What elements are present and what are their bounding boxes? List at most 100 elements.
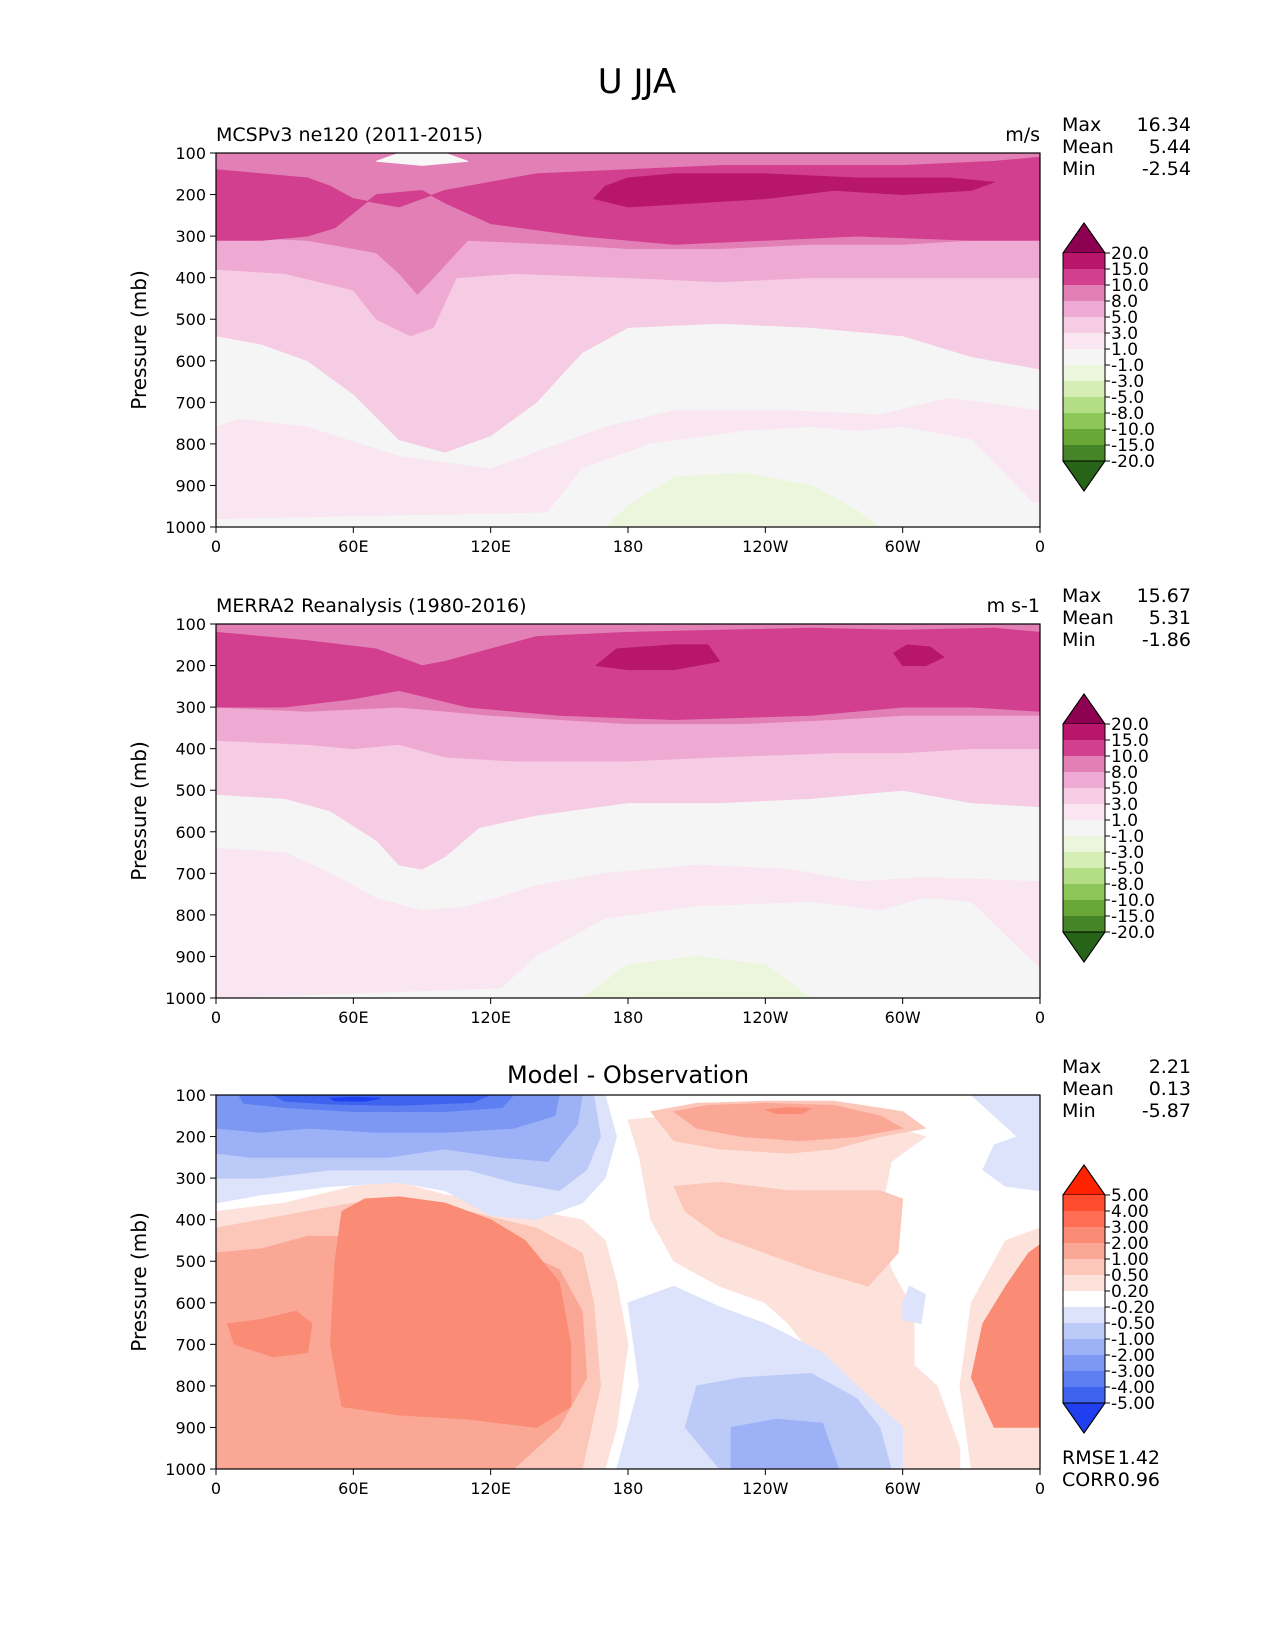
contour-region--0.20	[970, 1095, 1040, 1192]
colorbar-swatch	[1063, 253, 1105, 270]
colorbar-label: 10.0	[1111, 276, 1149, 296]
x-tick-label: 120W	[742, 1008, 789, 1027]
contour-region--3.0	[604, 472, 881, 527]
colorbar-extend-bottom	[1062, 1402, 1106, 1434]
y-tick-label: 200	[175, 657, 206, 676]
colorbar-swatch	[1063, 852, 1105, 869]
contour-region--5.00	[328, 1096, 381, 1102]
x-tick-label: 0	[1035, 1008, 1045, 1027]
y-tick-label: 100	[175, 1086, 206, 1105]
colorbar-label: 15.0	[1111, 731, 1149, 751]
colorbar-label: -3.0	[1111, 843, 1144, 863]
colorbar-label: 1.0	[1111, 340, 1138, 360]
colorbar-swatch	[1063, 1387, 1105, 1404]
y-tick-label: 600	[175, 1294, 206, 1313]
colorbar-label: -15.0	[1111, 907, 1155, 927]
y-tick-label: 800	[175, 906, 206, 925]
stat-value-min: -1.86	[1142, 629, 1191, 651]
colorbar-label: -20.0	[1111, 452, 1155, 472]
y-tick-label: 1000	[165, 989, 206, 1008]
colorbar-swatch	[1063, 1291, 1105, 1308]
stat-label-max: Max	[1062, 114, 1101, 136]
y-tick-label: 1000	[165, 1460, 206, 1479]
colorbar-label: 15.0	[1111, 260, 1149, 280]
colorbar-swatch	[1063, 1339, 1105, 1356]
colorbar-swatch	[1063, 301, 1105, 318]
x-tick-label: 60E	[338, 537, 368, 556]
colorbar-swatch	[1063, 1259, 1105, 1276]
colorbar-extend-top	[1062, 693, 1106, 725]
x-tick-label: 180	[613, 537, 644, 556]
colorbar-label: 8.0	[1111, 763, 1138, 783]
colorbar-swatch	[1063, 820, 1105, 837]
stat-label-min: Min	[1062, 629, 1096, 651]
stat-label-corr: CORR	[1062, 1469, 1117, 1491]
x-tick-label: 60E	[338, 1008, 368, 1027]
contour-region-2.00	[226, 1310, 313, 1358]
colorbar-label: 8.0	[1111, 292, 1138, 312]
colorbar-swatch	[1063, 397, 1105, 414]
y-tick-label: 500	[175, 1252, 206, 1271]
colorbar-swatch	[1063, 756, 1105, 773]
colorbar-label: -4.00	[1111, 1378, 1155, 1398]
x-tick-label: 180	[613, 1479, 644, 1498]
y-tick-label: 800	[175, 1377, 206, 1396]
contour-region-0.0	[376, 153, 468, 166]
colorbar-label: 2.00	[1111, 1234, 1149, 1254]
colorbar-label: -5.00	[1111, 1394, 1155, 1414]
colorbar-swatch	[1063, 269, 1105, 286]
colorbar-label: -1.00	[1111, 1330, 1155, 1350]
colorbar-swatch	[1063, 804, 1105, 821]
y-axis-label: Pressure (mb)	[127, 1212, 151, 1352]
y-tick-label: 700	[175, 864, 206, 883]
colorbar-swatch	[1063, 788, 1105, 805]
colorbar-label: -8.0	[1111, 404, 1144, 424]
colorbar-extend-bottom	[1062, 931, 1106, 963]
contour-region--3.0	[581, 955, 812, 998]
colorbar-swatch	[1063, 884, 1105, 901]
colorbar-label: 5.00	[1111, 1186, 1149, 1206]
stat-value-mean: 0.13	[1149, 1078, 1191, 1100]
colorbar-label: -1.0	[1111, 356, 1144, 376]
contour-region-10.0	[216, 627, 1040, 721]
contour-region-0.50	[673, 1181, 904, 1287]
y-tick-label: 400	[175, 1211, 206, 1230]
contour-region--0.20	[902, 1285, 927, 1325]
x-tick-label: 120E	[470, 1479, 511, 1498]
y-tick-label: 900	[175, 1418, 206, 1437]
y-tick-label: 400	[175, 740, 206, 759]
colorbar-swatch	[1063, 1195, 1105, 1212]
x-tick-label: 120W	[742, 1479, 789, 1498]
figure-title: U JJA	[598, 62, 676, 102]
y-tick-label: 300	[175, 698, 206, 717]
colorbar-swatch	[1063, 836, 1105, 853]
x-tick-label: 0	[1035, 537, 1045, 556]
y-tick-label: 800	[175, 435, 206, 454]
panel-units: m/s	[1005, 124, 1040, 146]
stat-value-max: 2.21	[1149, 1056, 1191, 1078]
stat-label-mean: Mean	[1062, 1078, 1114, 1100]
contour-region-2.00	[765, 1107, 813, 1115]
y-tick-label: 300	[175, 227, 206, 246]
panel-model: 100 200 300 400 500 600 700 800 900 1000 0 60E 120E 1…	[127, 114, 1191, 556]
colorbar-label: -3.0	[1111, 372, 1144, 392]
stat-label-rmse: RMSE	[1062, 1447, 1116, 1469]
colorbar-label: -10.0	[1111, 891, 1155, 911]
colorbar-swatch	[1063, 317, 1105, 334]
colorbar-label: -5.0	[1111, 859, 1144, 879]
stat-value-mean: 5.44	[1149, 136, 1191, 158]
stat-value-max: 15.67	[1137, 585, 1191, 607]
colorbar-label: -0.20	[1111, 1298, 1155, 1318]
stat-value-mean: 5.31	[1149, 607, 1191, 629]
colorbar: 5.004.003.002.001.000.500.20-0.20-0.50-1…	[1062, 1164, 1155, 1434]
y-tick-label: 200	[175, 186, 206, 205]
contour-region-15.0	[892, 644, 945, 666]
y-tick-label: 900	[175, 947, 206, 966]
x-tick-label: 60W	[885, 1008, 921, 1027]
colorbar-swatch	[1063, 429, 1105, 446]
y-tick-label: 100	[175, 615, 206, 634]
y-axis-label: Pressure (mb)	[127, 270, 151, 410]
x-tick-label: 120W	[742, 537, 789, 556]
colorbar-swatch	[1063, 1211, 1105, 1228]
